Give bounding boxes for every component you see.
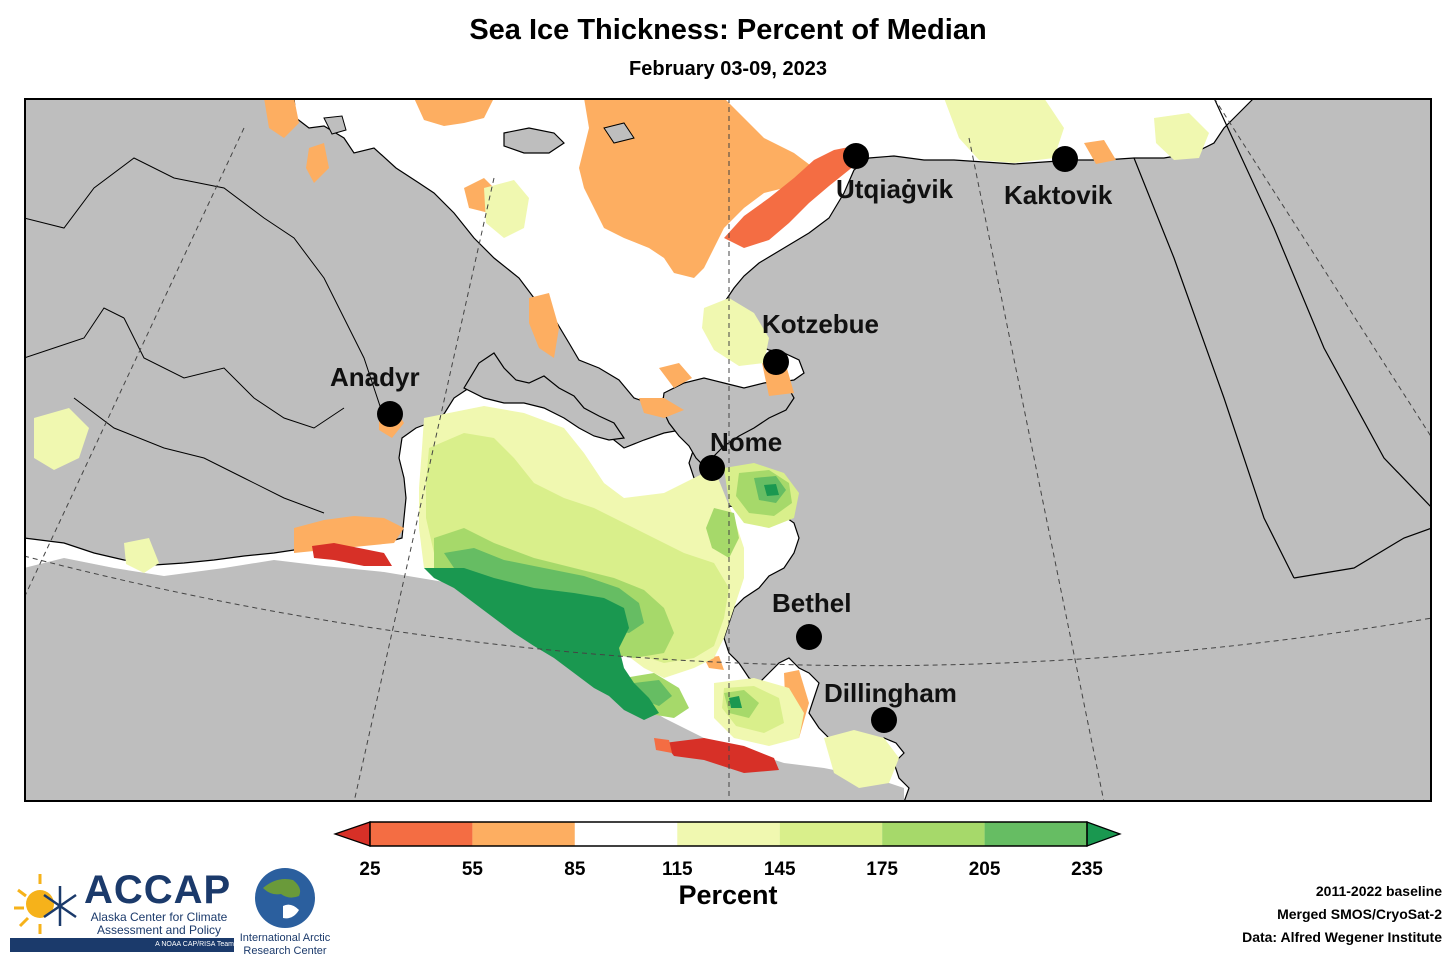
city-dot-kotzebue[interactable] (763, 349, 789, 375)
legend-tick-label: 85 (564, 859, 586, 880)
city-markers (377, 143, 1078, 733)
sea-ice-map: Utqiaġvik Kaktovik Kotzebue Anadyr Nome … (24, 98, 1432, 802)
ice-patch-25-55 (654, 738, 672, 753)
lake (323, 115, 347, 135)
credits: 2011-2022 baseline Merged SMOS/CryoSat-2… (1182, 880, 1442, 949)
legend-frame (369, 821, 1088, 847)
legend-title: Percent (678, 880, 778, 910)
legend-bin (472, 822, 575, 846)
legend-tick-label: 175 (866, 859, 898, 880)
iarc-text: International Arctic Research Center (230, 932, 340, 958)
ice-patch-55-85 (294, 516, 404, 553)
ice-patch-175-205 (706, 508, 739, 558)
ice-patch-55-85 (306, 143, 329, 183)
lake (603, 122, 635, 144)
ice-patch-25-55 (312, 543, 392, 566)
legend-bin (882, 822, 985, 846)
ice-patch-115-145 (34, 408, 89, 470)
ice-patch-55-85 (659, 363, 692, 388)
credits-product: Merged SMOS/CryoSat-2 (1277, 906, 1442, 922)
city-label-dillingham: Dillingham (824, 678, 957, 708)
legend-tick-label: 145 (764, 859, 796, 880)
ice-patch-55-85 (639, 398, 684, 418)
city-label-utqiagvik: Utqiaġvik (836, 174, 954, 204)
graticule (24, 98, 1432, 802)
globe-icon (255, 868, 315, 928)
alaska-region-border (1133, 98, 1432, 579)
legend-bin (779, 822, 883, 846)
city-dot-nome[interactable] (699, 455, 725, 481)
ice-patch-115-145 (824, 730, 899, 788)
accap-wordmark: ACCAP (84, 868, 232, 912)
ice-patch-25-55 (724, 146, 864, 248)
ice-patch-55-85 (264, 98, 299, 138)
ice-patch-55-85 (1084, 140, 1116, 164)
ice-patch-115-145 (702, 298, 769, 366)
chukotka-peninsula (463, 352, 626, 441)
iarc-logo: International Arctic Research Center (230, 862, 340, 957)
legend-over-arrow (1086, 821, 1122, 847)
ice-patch-115-145 (1154, 113, 1209, 160)
seward-peninsula (661, 377, 795, 467)
city-dot-kaktovik[interactable] (1052, 146, 1078, 172)
city-label-nome: Nome (710, 427, 782, 457)
credits-source: Data: Alfred Wegener Institute (1242, 929, 1442, 945)
legend-tick-label: 115 (662, 859, 693, 880)
legend-under-arrow (333, 821, 371, 847)
legend-bin (984, 822, 1087, 846)
iarc-line2: Research Center (243, 945, 327, 957)
city-dot-utqiagvik[interactable] (843, 143, 869, 169)
city-dot-dillingham[interactable] (871, 707, 897, 733)
iarc-line1: International Arctic (239, 932, 331, 944)
ice-patch-over-235 (424, 568, 659, 720)
accap-tagline: A NOAA CAP/RISA Team (10, 938, 234, 952)
ice-patch-115-145 (124, 538, 159, 573)
city-label-bethel: Bethel (772, 588, 851, 618)
city-label-anadyr: Anadyr (330, 362, 420, 392)
ice-patch-55-85 (579, 98, 814, 278)
russia-region-border (24, 157, 385, 514)
ice-patch-over-235 (729, 696, 742, 708)
map-title: Sea Ice Thickness: Percent of Median (469, 14, 987, 46)
city-dot-bethel[interactable] (796, 624, 822, 650)
city-label-kotzebue: Kotzebue (762, 309, 879, 339)
credits-baseline: 2011-2022 baseline (1315, 883, 1442, 899)
wrangel-island (503, 127, 565, 154)
legend-tick-label: 235 (1071, 859, 1103, 880)
legend-bin (370, 822, 473, 846)
legend-bin (574, 822, 678, 846)
sun-snowflake-icon (14, 874, 77, 934)
legend-bin (677, 822, 780, 846)
map-frame (24, 98, 1432, 802)
accap-line2: Assessment and Policy (96, 923, 222, 937)
legend-tick-label: 55 (462, 859, 484, 880)
city-dot-anadyr[interactable] (377, 401, 403, 427)
ice-patch-115-145 (944, 98, 1064, 163)
ice-patch-115-145 (484, 180, 529, 238)
ice-patch-55-85 (414, 98, 494, 126)
city-label-kaktovik: Kaktovik (1004, 180, 1113, 210)
legend-tick-label: 25 (359, 859, 381, 880)
ice-patch-55-85 (529, 293, 559, 358)
map-subtitle: February 03-09, 2023 (629, 58, 827, 80)
ice-patch-over-235 (764, 484, 779, 496)
ice-patch-25-55 (664, 738, 779, 773)
ice-patch-175-205 (724, 690, 759, 718)
accap-logo: ACCAP Alaska Center for Climate Assessme… (10, 868, 235, 953)
accap-line1: Alaska Center for Climate (90, 910, 228, 924)
color-legend: 25 55 85 115 145 175 205 235 (333, 821, 1122, 880)
legend-tick-label: 205 (969, 859, 1001, 880)
